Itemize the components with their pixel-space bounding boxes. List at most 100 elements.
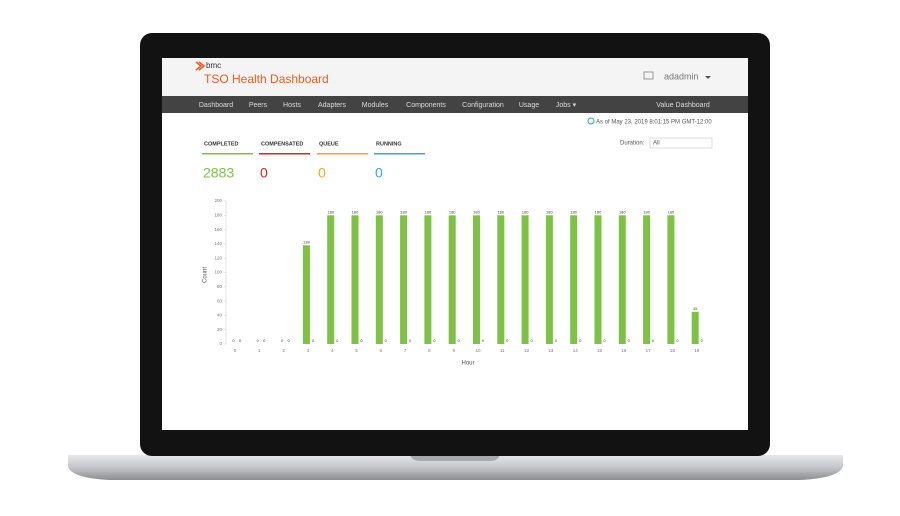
nav-item[interactable]: Jobs ▾ — [556, 102, 577, 109]
y-tick-label: 60 — [217, 298, 223, 303]
bar — [521, 215, 529, 344]
value-label: 180 — [425, 209, 432, 214]
x-tick-label: 4 — [331, 348, 334, 353]
nav-item[interactable]: Peers — [249, 102, 268, 109]
value-label: 180 — [619, 209, 626, 214]
nav-item[interactable]: Dashboard — [199, 102, 233, 109]
duration-select[interactable] — [649, 137, 713, 149]
value-label: 0 — [579, 338, 582, 343]
app-title: TSO Health Dashboard — [204, 72, 329, 86]
nav-item[interactable]: Modules — [362, 102, 389, 109]
bar — [400, 215, 408, 344]
y-tick-label: 20 — [217, 327, 223, 332]
y-tick-label: 80 — [217, 284, 223, 289]
nav-item[interactable]: Components — [406, 102, 446, 109]
value-label: 0 — [263, 338, 266, 343]
value-label: 180 — [352, 209, 359, 214]
x-tick-label: 11 — [500, 348, 505, 353]
stat-value: 0 — [260, 165, 268, 181]
stats: COMPLETED 2883 COMPENSATED 0 QUEUE 0 RUNNING 0 — [202, 141, 425, 181]
nav-item[interactable]: Value Dashboard — [656, 102, 710, 109]
bar — [375, 215, 383, 344]
x-tick-label: 17 — [646, 348, 652, 353]
value-label: 0 — [409, 338, 412, 343]
brand: bmc — [206, 61, 221, 70]
value-label: 138 — [303, 239, 310, 244]
x-tick-label: 16 — [621, 348, 627, 353]
laptop-base — [68, 455, 843, 480]
value-label: 180 — [376, 209, 383, 214]
y-tick-label: 180 — [214, 212, 222, 217]
value-label: 0 — [458, 338, 461, 343]
x-tick-label: 0 — [234, 348, 237, 353]
x-tick-label: 14 — [573, 348, 579, 353]
x-tick-label: 9 — [452, 348, 455, 353]
x-tick-label: 10 — [475, 348, 481, 353]
y-tick-label: 140 — [214, 241, 222, 246]
value-label: 45 — [693, 306, 698, 311]
value-label: 0 — [676, 338, 679, 343]
value-label: 180 — [400, 209, 407, 214]
value-label: 180 — [668, 209, 675, 214]
value-label: 0 — [652, 338, 655, 343]
value-label: 180 — [643, 209, 650, 214]
stat-underline — [374, 153, 425, 155]
x-tick-label: 19 — [694, 348, 700, 353]
value-label: 0 — [239, 338, 242, 343]
value-label: 0 — [287, 338, 290, 343]
bar — [448, 215, 456, 344]
duration-value: All — [653, 141, 660, 147]
x-tick-label: 15 — [597, 348, 603, 353]
y-axis-label: Count — [203, 267, 209, 283]
dropdown-caret — [705, 76, 711, 79]
stat-value: 0 — [375, 165, 383, 181]
nav-item[interactable]: Usage — [519, 102, 539, 109]
timestamp: As of May 23, 2019 8:01:15 PM GMT-12:00 — [596, 120, 712, 126]
stat-underline — [259, 153, 310, 155]
value-label: 0 — [506, 338, 509, 343]
x-axis-label: Hour — [461, 361, 474, 367]
value-label: 180 — [497, 209, 504, 214]
value-label: 0 — [385, 338, 388, 343]
value-label: 0 — [482, 338, 485, 343]
stat-label: RUNNING — [376, 141, 402, 147]
bar — [302, 245, 310, 344]
value-label: 0 — [555, 338, 558, 343]
y-tick-label: 0 — [219, 341, 222, 346]
x-tick-label: 2 — [282, 348, 285, 353]
value-label: 0 — [530, 338, 533, 343]
y-tick-label: 40 — [217, 313, 223, 318]
bar — [424, 215, 432, 344]
bar — [691, 311, 699, 344]
bar — [570, 215, 578, 344]
bmc-logo — [195, 61, 206, 71]
value-label: 0 — [232, 338, 235, 343]
value-label: 180 — [449, 209, 456, 214]
nav-item[interactable]: Adapters — [318, 102, 347, 109]
stat-value: 2883 — [203, 165, 234, 181]
value-label: 0 — [336, 338, 339, 343]
nav: Dashboard Peers Hosts Adapters Modules Compon… — [199, 102, 710, 109]
duration-label: Duration: — [620, 141, 645, 147]
nav-item[interactable]: Hosts — [283, 102, 301, 109]
value-label: 0 — [360, 338, 363, 343]
value-label: 180 — [595, 209, 602, 214]
value-label: 0 — [628, 338, 631, 343]
bar — [473, 215, 480, 344]
y-tick-label: 100 — [214, 270, 222, 275]
bar — [351, 215, 359, 344]
value-label: 0 — [257, 338, 260, 343]
x-tick-label: 18 — [670, 348, 676, 353]
bar — [618, 215, 626, 344]
user-menu[interactable]: adadmin — [664, 71, 699, 81]
header-bar — [162, 58, 748, 96]
value-label: 180 — [570, 209, 577, 214]
nav-item[interactable]: Configuration — [462, 102, 504, 109]
y-tick-label: 120 — [214, 255, 222, 260]
value-label: 180 — [546, 209, 553, 214]
value-label: 0 — [312, 338, 315, 343]
refresh-icon[interactable] — [587, 117, 595, 125]
bar — [594, 215, 602, 344]
